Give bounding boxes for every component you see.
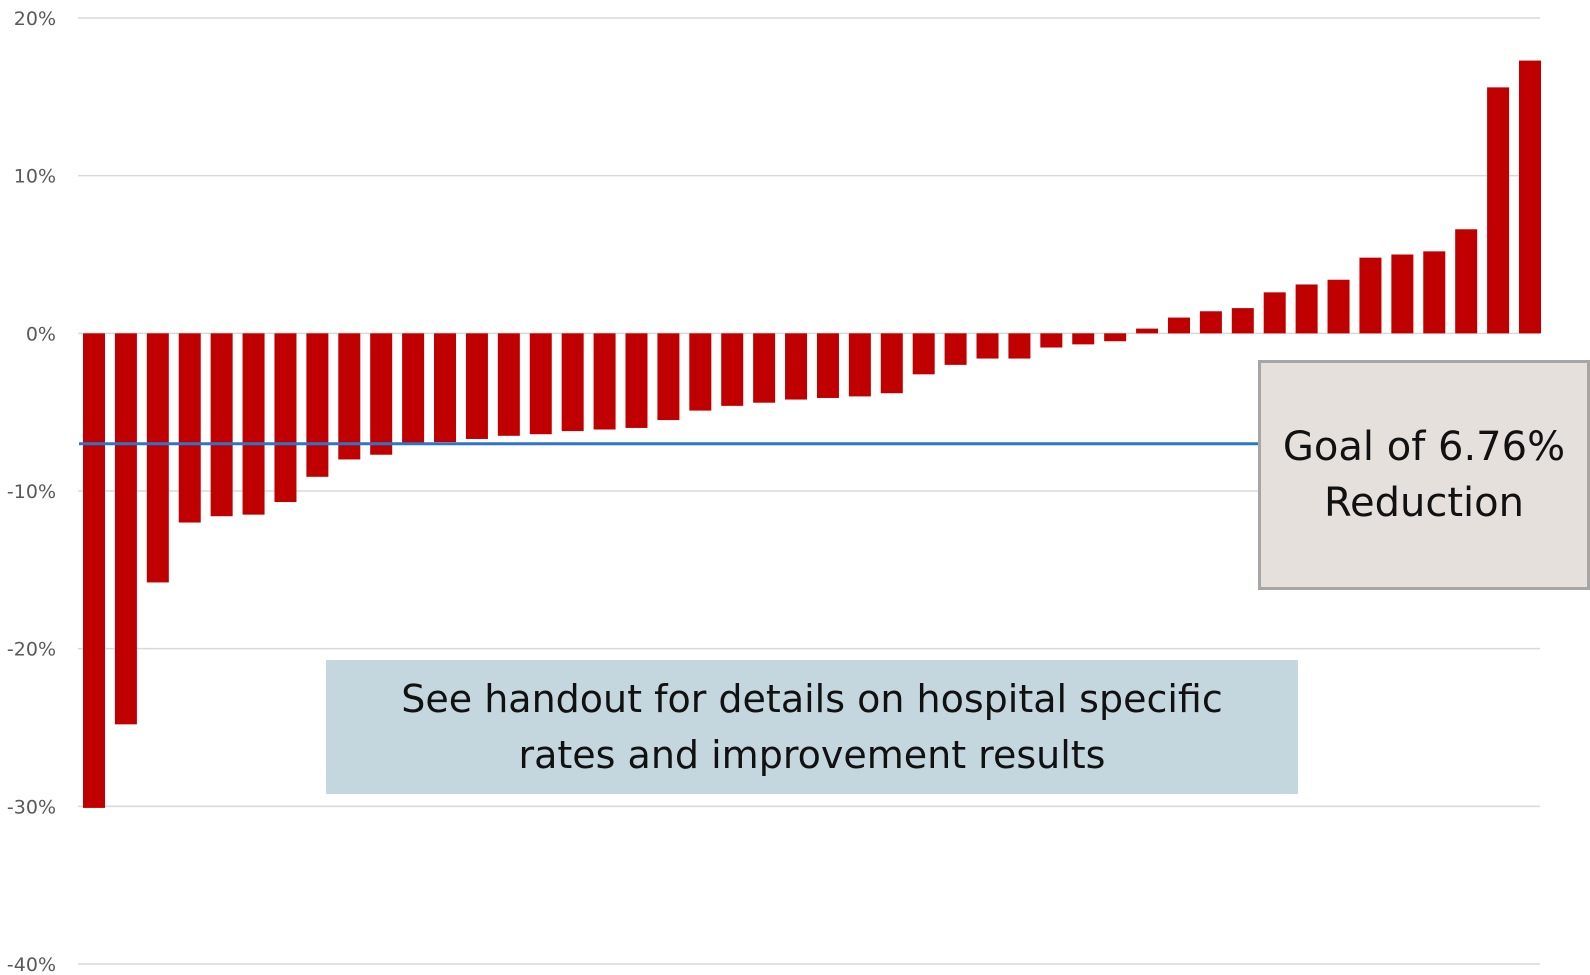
bar-20 [689,333,712,411]
bar-35 [1167,317,1190,334]
bar-1 [83,333,105,808]
bar-36 [1199,311,1222,334]
bar-11 [402,333,425,444]
y-tick-label: -30% [7,796,56,818]
bar-9 [338,333,361,460]
handout-callout: See handout for details on hospital spec… [326,660,1298,794]
bar-10 [370,333,393,455]
bar-16 [561,333,584,432]
y-tick-label: -10% [7,481,56,503]
bar-29 [976,333,999,359]
bar-25 [848,333,871,397]
bar-39 [1295,284,1318,334]
bar-44 [1455,229,1478,334]
bar-34 [1136,328,1159,334]
y-tick-label: -20% [7,639,56,661]
bar-5 [210,333,233,517]
bar-46 [1519,60,1541,334]
bar-8 [306,333,329,477]
bar-2 [114,333,137,725]
bars [83,60,1541,808]
bar-32 [1072,333,1095,345]
bar-17 [593,333,616,430]
bar-15 [529,333,552,435]
bar-12 [434,333,457,443]
bar-6 [242,333,265,515]
y-tick-label: 0% [26,323,56,345]
bar-31 [1040,333,1063,348]
bar-28 [944,333,967,365]
bar-41 [1359,257,1382,334]
bar-40 [1327,279,1350,334]
bar-24 [816,333,839,398]
bar-19 [657,333,680,421]
bar-26 [880,333,903,394]
bar-43 [1423,251,1446,334]
y-axis-tick-labels: 20% 10% 0% -10% -20% -30% -40% [7,8,56,975]
bar-33 [1104,333,1127,342]
bar-22 [753,333,776,403]
bar-14 [497,333,520,436]
y-tick-label: 20% [14,8,56,30]
y-tick-label: -40% [7,954,56,975]
bar-42 [1391,254,1414,334]
bar-27 [912,333,935,375]
bar-13 [465,333,488,439]
bar-45 [1487,87,1510,334]
bar-18 [625,333,648,428]
bar-23 [785,333,808,400]
goal-callout: Goal of 6.76% Reduction [1258,360,1590,590]
bar-3 [146,333,169,583]
bar-4 [178,333,201,523]
y-tick-label: 10% [14,166,56,188]
bar-30 [1008,333,1031,359]
bar-38 [1263,292,1286,334]
bar-37 [1231,308,1254,334]
bar-7 [274,333,297,503]
bar-21 [721,333,744,406]
